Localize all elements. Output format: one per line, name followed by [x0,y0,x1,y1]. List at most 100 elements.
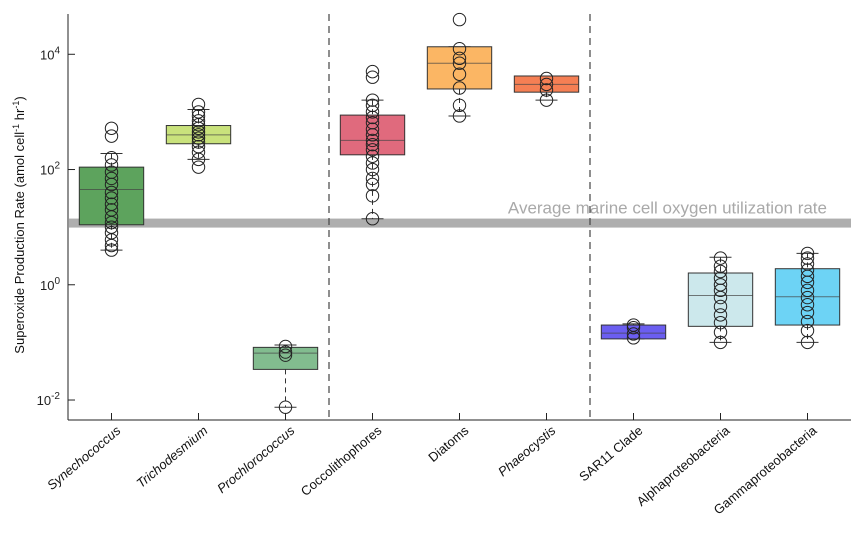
data-point [452,81,467,95]
data-point [278,339,293,354]
data-point [104,151,119,165]
box-prochlorococcus [252,339,319,414]
data-point [800,251,815,265]
data-point [800,305,815,320]
data-point [104,226,119,240]
data-point [626,320,641,335]
data-point [104,158,119,172]
data-point [539,77,554,92]
data-point [452,98,467,113]
data-point [452,41,467,56]
category-label: Coccolithophores [298,422,385,498]
data-point [278,345,293,359]
box-diatoms [426,12,493,123]
reference-band [69,218,851,228]
data-point [365,93,380,107]
data-point [365,137,380,152]
data-point [452,51,467,66]
data-point [800,298,815,312]
category-label: SAR11 Clade [576,423,645,485]
data-point [104,191,119,205]
data-point [713,259,728,273]
data-point [365,149,380,163]
data-point [191,160,206,174]
data-point [713,335,728,350]
data-point [626,327,641,341]
data-point [713,299,728,314]
category-label: Phaeocystis [495,422,559,479]
data-point [800,257,815,271]
data-point [365,70,380,84]
data-point [365,64,380,79]
category-label: Prochlorococcus [214,422,298,496]
data-point [365,143,380,157]
data-point [191,128,206,142]
data-point [104,121,119,135]
data-point [365,177,380,192]
data-point [452,109,467,123]
category-label: Trichodesmium [133,423,210,491]
box-phaeocystis [513,71,580,107]
y-tick-label: 104 [40,45,60,62]
data-point [104,243,119,257]
box-trichodesmium [165,97,232,174]
category-label: Alphaproteobacteria [634,422,733,509]
data-point [191,97,206,112]
y-tick-label: 10-2 [37,391,61,408]
data-point [278,348,293,362]
data-point [626,318,641,332]
box-coccolithophores [339,64,406,226]
data-point [365,122,380,136]
data-point [104,197,119,211]
reference-band-label: Average marine cell oxygen utilization r… [508,199,827,218]
data-point [539,71,554,86]
data-point [104,220,119,234]
data-point [713,264,728,279]
data-point [713,278,728,292]
data-point [278,400,293,414]
y-tick-label: 102 [40,161,60,178]
data-point [191,114,206,128]
data-point [800,314,815,329]
data-point [191,139,206,154]
data-point [800,283,815,298]
data-point [365,189,380,203]
data-point [191,145,206,159]
data-point [365,212,380,226]
data-point [452,56,467,70]
data-point [365,171,380,186]
data-point [191,109,206,123]
data-point [365,98,380,113]
data-point [191,125,206,139]
data-point [104,165,119,179]
data-point [713,315,728,330]
data-point [713,251,728,265]
category-label: Diatoms [425,422,472,464]
data-point [713,308,728,322]
box-body [78,166,145,226]
data-point [365,133,380,148]
data-point [191,105,206,119]
data-point [713,325,728,339]
box-sar11-clade [600,318,667,345]
data-point [365,105,380,119]
data-point [539,93,554,107]
y-axis-label: Superoxide Production Rate (amol cell-1 … [11,96,27,353]
data-point [452,12,467,27]
box-body [687,272,754,327]
y-tick-label: 100 [40,276,60,293]
data-point [104,203,119,217]
data-point [104,171,119,186]
data-point [800,246,815,261]
box-synechococcus [78,121,145,257]
box-gammaproteobacteria [774,246,841,350]
data-point [452,67,467,81]
data-point [104,129,119,143]
data-point [191,135,206,149]
data-point [539,83,554,97]
category-label: Synechococcus [44,422,124,492]
data-point [800,335,815,350]
box-alphaproteobacteria [687,251,754,350]
data-point [365,162,380,177]
